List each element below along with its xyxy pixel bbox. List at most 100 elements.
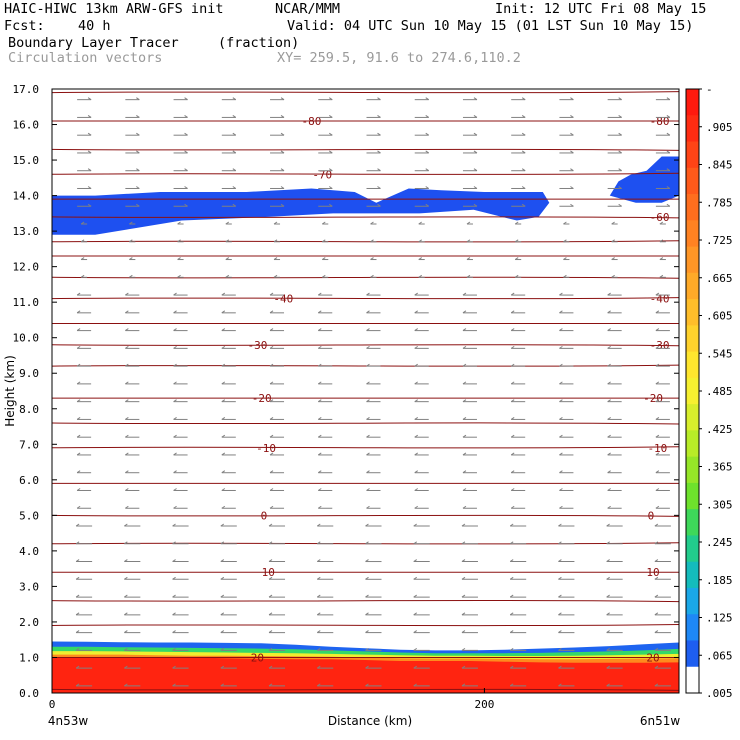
- wind-vector-head: [611, 221, 615, 225]
- wind-vector-head: [269, 452, 274, 456]
- wind-vector-head: [370, 239, 374, 243]
- wind-vector-head: [558, 541, 562, 545]
- y-tick-label: 11.0: [13, 296, 40, 309]
- wind-vector-head: [184, 186, 188, 189]
- isotherm-line: [51, 688, 680, 691]
- colorbar-label: -: [706, 83, 713, 96]
- wind-vector-head: [425, 150, 430, 154]
- y-tick-label: 3.0: [19, 580, 39, 593]
- wind-vector-head: [87, 203, 92, 207]
- wind-vector-head: [173, 505, 177, 509]
- wind-vector-head: [414, 470, 419, 474]
- wind-vector-head: [570, 150, 574, 154]
- wind-vector-head: [172, 612, 176, 616]
- wind-vector-head: [280, 150, 285, 154]
- wind-vector-head: [413, 523, 418, 527]
- wind-vector-head: [413, 683, 418, 687]
- wind-vector-head: [654, 683, 659, 687]
- wind-vector-head: [509, 559, 514, 562]
- isotherm-label: -70: [312, 168, 332, 181]
- wind-vector-head: [462, 292, 467, 296]
- wind-vector-head: [425, 115, 430, 118]
- wind-vector-head: [177, 274, 181, 278]
- wind-vector-head: [414, 310, 419, 314]
- wind-vector-head: [317, 452, 322, 456]
- wind-vector-head: [559, 310, 563, 314]
- colorbar-swatch: [686, 89, 699, 116]
- wind-vector-head: [220, 612, 225, 616]
- wind-vector-head: [125, 417, 129, 420]
- colorbar-label: .545: [706, 347, 733, 360]
- wind-vector-head: [365, 612, 369, 616]
- isotherm-label-bg: [243, 651, 271, 662]
- wind-vector-head: [316, 647, 321, 651]
- wind-vector-head: [365, 683, 369, 687]
- wind-vector-head: [413, 630, 418, 634]
- wind-vector-head: [365, 523, 369, 527]
- wind-vector-head: [221, 363, 226, 367]
- fcst-label: Fcst:: [4, 18, 45, 34]
- wind-vector-head: [220, 559, 225, 562]
- wind-vector-head: [509, 647, 514, 651]
- wind-vector-head: [655, 434, 660, 438]
- wind-vector-head: [172, 665, 176, 669]
- wind-vector-head: [611, 274, 615, 278]
- wind-vector-head: [466, 221, 471, 225]
- isotherm-line: [51, 172, 680, 175]
- wind-vector-head: [413, 594, 418, 598]
- wind-vector-head: [462, 505, 467, 509]
- isotherm-line: [51, 216, 680, 219]
- wind-vector-head: [124, 523, 128, 527]
- wind-vector-head: [377, 186, 381, 189]
- wind-vector-head: [273, 221, 278, 225]
- wind-vector-head: [659, 221, 664, 225]
- wind-vector-head: [558, 630, 562, 634]
- wind-vector-head: [618, 115, 622, 118]
- wind-vector-head: [473, 186, 478, 189]
- wind-vector-head: [269, 505, 274, 509]
- wind-vector-head: [377, 132, 381, 136]
- y-tick-label: 14.0: [13, 190, 40, 203]
- wind-vector-head: [509, 683, 514, 687]
- x-axis-label: Distance (km): [328, 714, 412, 728]
- wind-vector-head: [510, 292, 515, 296]
- wind-vector-head: [377, 115, 381, 118]
- colorbar-swatch: [686, 325, 699, 353]
- wind-vector-head: [221, 292, 226, 296]
- wind-vector-head: [125, 399, 129, 403]
- wind-vector-head: [510, 345, 515, 349]
- wind-vector-head: [221, 434, 226, 438]
- wind-vector-head: [172, 523, 176, 527]
- colorbar-swatch: [686, 404, 699, 431]
- wind-vector-head: [462, 381, 467, 385]
- wind-vector-head: [75, 683, 80, 687]
- wind-vector-head: [125, 310, 129, 314]
- wind-vector-head: [136, 168, 140, 172]
- colorbar-swatch: [686, 561, 699, 589]
- wind-vector-head: [225, 257, 230, 260]
- wind-vector-head: [365, 559, 369, 562]
- wind-vector-head: [177, 221, 181, 225]
- wind-vector-head: [269, 488, 274, 491]
- isotherm-label-right: -20: [643, 392, 663, 405]
- wind-vector-head: [75, 665, 80, 669]
- isotherm-label: 20: [251, 651, 264, 664]
- wind-vector-head: [659, 274, 664, 278]
- colorbar-label: .845: [706, 159, 733, 172]
- wind-vector-head: [184, 97, 188, 101]
- wind-vector-head: [220, 594, 225, 598]
- wind-vector-head: [321, 221, 326, 225]
- wind-vector-head: [570, 186, 574, 189]
- init-time: Init: 12 UTC Fri 08 May 15: [495, 1, 707, 17]
- isotherm-label: 0: [261, 509, 268, 522]
- colorbar-label: .485: [706, 385, 733, 398]
- colorbar-label: .905: [706, 121, 733, 134]
- wind-vector-head: [514, 257, 519, 260]
- wind-vector-head: [473, 132, 478, 136]
- wind-vector-head: [461, 630, 466, 634]
- wind-vector-head: [172, 559, 176, 562]
- wind-vector-head: [509, 612, 514, 616]
- isotherm-label: -30: [247, 339, 267, 352]
- wind-vector-head: [125, 328, 129, 332]
- colorbar-label: .785: [706, 196, 733, 209]
